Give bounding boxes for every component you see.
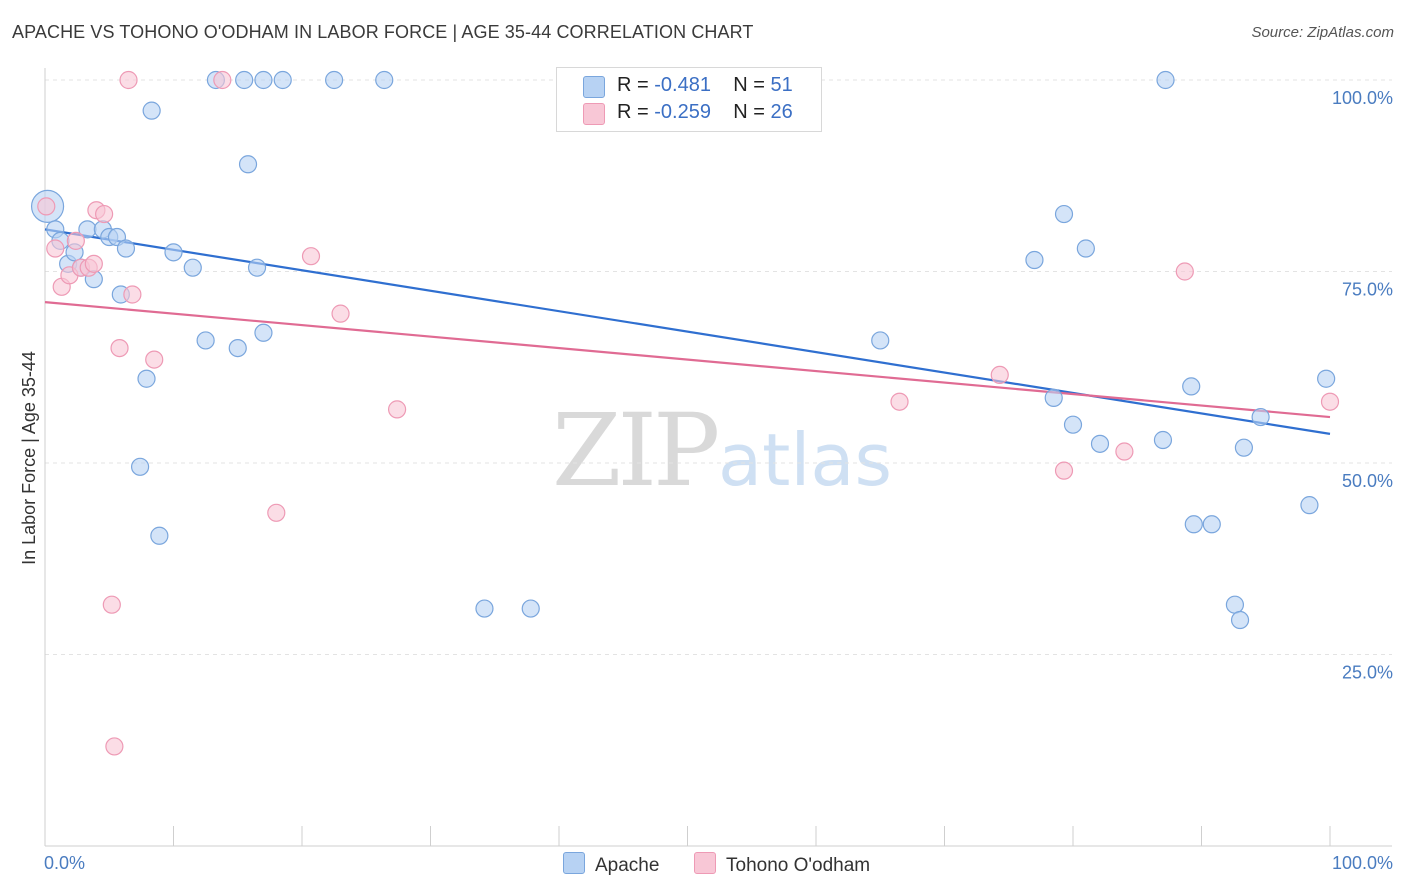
apache-point <box>1182 377 1201 396</box>
tohono-point <box>66 231 85 250</box>
apache-point <box>1054 204 1074 224</box>
apache-n-value: 51 <box>770 74 793 96</box>
tohono-r-value: -0.259 <box>654 101 711 123</box>
tohono-point <box>46 239 65 258</box>
tohono-point <box>1175 262 1194 281</box>
tohono-point <box>1054 461 1074 480</box>
apache-point <box>137 369 156 388</box>
apache-r-label: R = <box>617 74 649 96</box>
apache-point <box>1090 434 1110 453</box>
tohono-point <box>301 247 321 266</box>
apache-point <box>228 339 247 358</box>
tohono-point <box>119 70 138 90</box>
apache-point <box>521 599 540 618</box>
apache-point <box>1063 415 1083 434</box>
tohono-point <box>110 339 129 358</box>
apache-point <box>254 323 273 342</box>
tohono-point <box>1320 392 1340 411</box>
tohono-point <box>213 70 232 90</box>
bottom-legend-apache: Apache <box>563 852 659 877</box>
trend-lines <box>44 228 1331 435</box>
bottom-tohono-label: Tohono O'odham <box>726 855 871 876</box>
apache-point <box>130 457 150 476</box>
apache-point <box>1251 407 1270 427</box>
apache-point <box>375 70 394 90</box>
y-tick-label: 100.0% <box>1332 88 1393 108</box>
tohono-point <box>990 365 1009 385</box>
apache-point <box>142 101 161 120</box>
apache-point <box>1184 515 1203 534</box>
apache-point <box>871 331 890 350</box>
y-tick-label: 25.0% <box>1342 663 1393 683</box>
x-tick-label-max: 100.0% <box>1332 853 1393 873</box>
tohono-point <box>267 503 286 522</box>
apache-point <box>116 239 136 258</box>
apache-point <box>1156 70 1175 90</box>
y-axis-title: In Labor Force | Age 35-44 <box>19 351 39 565</box>
apache-point <box>1202 515 1221 534</box>
apache-trend-line <box>44 228 1331 435</box>
apache-point <box>1076 239 1095 258</box>
apache-point <box>1230 610 1250 630</box>
apache-point <box>1225 595 1245 614</box>
apache-swatch <box>583 76 605 98</box>
tohono-point <box>95 204 114 224</box>
apache-point <box>238 155 258 174</box>
apache-point <box>247 258 267 277</box>
apache-n-label: N = <box>733 74 765 96</box>
apache-point <box>273 70 292 90</box>
apache-point <box>1044 388 1063 407</box>
apache-point <box>1300 496 1319 515</box>
apache-point <box>150 526 169 545</box>
apache-point <box>196 331 215 350</box>
tohono-point <box>145 350 164 369</box>
tohono-point <box>105 737 124 756</box>
bottom-apache-swatch <box>563 852 585 874</box>
tohono-n-label: N = <box>733 101 765 123</box>
apache-point <box>1025 250 1044 270</box>
axes <box>44 68 1392 847</box>
apache-r-value: -0.481 <box>654 74 711 96</box>
apache-point <box>1153 430 1173 450</box>
apache-point <box>1317 369 1336 388</box>
watermark-atlas: atlas <box>718 418 892 502</box>
source-credit: Source: ZipAtlas.com <box>1251 24 1394 41</box>
x-tick-label-min: 0.0% <box>44 853 85 873</box>
tohono-point <box>1115 442 1134 461</box>
tohono-point <box>387 400 407 419</box>
apache-point <box>164 243 183 262</box>
axis-labels: 25.0% 50.0% 75.0% 100.0% 0.0% 100.0% In Labor … <box>19 88 1393 873</box>
y-tick-label: 75.0% <box>1342 280 1393 300</box>
apache-point <box>235 70 254 90</box>
bottom-apache-label: Apache <box>595 855 660 876</box>
tohono-r-label: R = <box>617 101 649 123</box>
bottom-legend-tohono: Tohono O'odham <box>694 852 870 877</box>
y-tick-label: 50.0% <box>1342 471 1393 491</box>
apache-point <box>183 258 202 277</box>
tohono-point <box>102 595 121 614</box>
stats-legend: R = -0.481 N = 51 R = -0.259 N = 26 <box>556 67 822 132</box>
watermark-zip: ZIP <box>552 392 720 509</box>
tohono-n-value: 26 <box>770 101 793 123</box>
data-points <box>30 70 1340 756</box>
apache-point <box>325 70 344 90</box>
apache-point <box>1234 438 1254 457</box>
apache-point <box>254 70 273 90</box>
apache-point <box>475 599 494 618</box>
tohono-point <box>331 304 350 323</box>
tohono-swatch <box>583 103 605 125</box>
chart-title: APACHE VS TOHONO O'ODHAM IN LABOR FORCE … <box>12 22 754 42</box>
tohono-point <box>37 197 56 216</box>
bottom-tohono-swatch <box>694 852 716 874</box>
tohono-point <box>890 392 909 411</box>
tohono-point <box>84 254 103 273</box>
tohono-trend-line <box>44 301 1331 419</box>
tohono-point <box>123 285 142 304</box>
